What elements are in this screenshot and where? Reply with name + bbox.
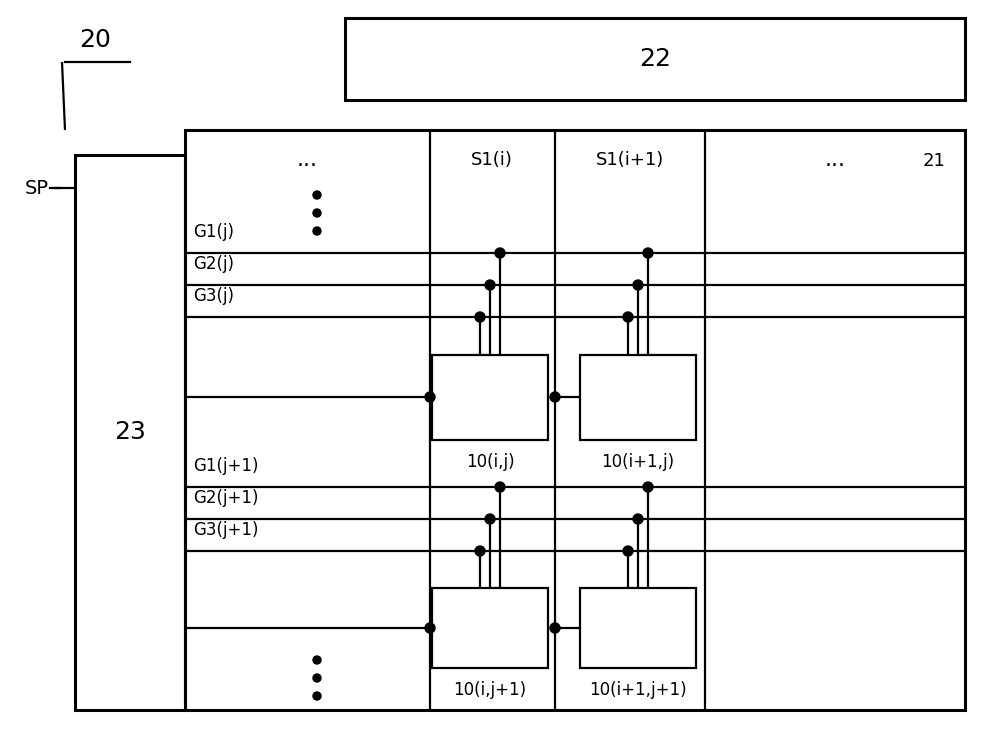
Text: 23: 23 — [114, 420, 146, 444]
Text: S1(i+1): S1(i+1) — [596, 151, 664, 169]
Circle shape — [485, 280, 495, 290]
Text: S1(i): S1(i) — [471, 151, 513, 169]
Text: G2(j+1): G2(j+1) — [193, 489, 258, 507]
Circle shape — [550, 623, 560, 633]
Text: ...: ... — [296, 150, 318, 170]
Text: G3(j+1): G3(j+1) — [193, 521, 258, 539]
Bar — [580, 355, 696, 440]
Circle shape — [633, 514, 643, 524]
Circle shape — [550, 392, 560, 402]
Circle shape — [425, 392, 435, 402]
Circle shape — [425, 623, 435, 633]
Circle shape — [313, 656, 321, 664]
Circle shape — [485, 514, 495, 524]
Text: 20: 20 — [79, 28, 111, 52]
Circle shape — [623, 312, 633, 322]
Bar — [580, 588, 696, 668]
Text: 10(i,j+1): 10(i,j+1) — [453, 681, 527, 699]
Text: ...: ... — [824, 150, 846, 170]
Bar — [185, 130, 965, 710]
Text: G2(j): G2(j) — [193, 255, 234, 273]
Text: 22: 22 — [639, 47, 671, 71]
Text: G1(j): G1(j) — [193, 223, 234, 241]
Bar — [432, 588, 548, 668]
Circle shape — [313, 692, 321, 700]
Text: G3(j): G3(j) — [193, 287, 234, 305]
Circle shape — [633, 280, 643, 290]
Text: 10(i+1,j): 10(i+1,j) — [601, 453, 675, 471]
Text: 21: 21 — [922, 152, 945, 170]
Circle shape — [623, 546, 633, 556]
Text: G1(j+1): G1(j+1) — [193, 457, 258, 475]
Bar — [432, 355, 548, 440]
Circle shape — [495, 482, 505, 492]
Text: SP: SP — [25, 179, 49, 198]
Circle shape — [313, 227, 321, 235]
Circle shape — [475, 312, 485, 322]
Circle shape — [643, 248, 653, 258]
Bar — [345, 18, 965, 100]
Circle shape — [475, 546, 485, 556]
Text: 10(i,j): 10(i,j) — [466, 453, 514, 471]
Circle shape — [313, 191, 321, 199]
Circle shape — [313, 674, 321, 682]
Circle shape — [495, 248, 505, 258]
Bar — [75, 155, 185, 710]
Text: 10(i+1,j+1): 10(i+1,j+1) — [589, 681, 687, 699]
Circle shape — [643, 482, 653, 492]
Circle shape — [313, 209, 321, 217]
